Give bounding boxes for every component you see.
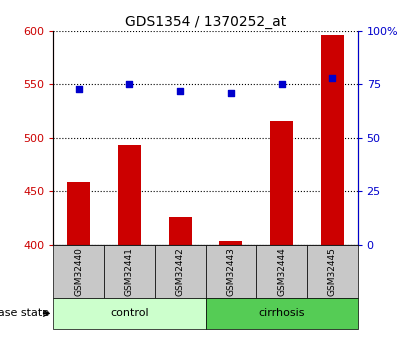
Bar (206, 298, 358, 329)
Point (177, 88, 183, 93)
Text: GSM32440: GSM32440 (74, 247, 83, 296)
Bar (321, 35, 344, 245)
Bar (53, 298, 206, 329)
Bar (169, 217, 192, 245)
Point (278, 82, 285, 87)
Point (228, 90, 234, 96)
Bar (118, 145, 141, 245)
Text: cirrhosis: cirrhosis (258, 308, 305, 318)
Bar (53, 245, 104, 298)
Bar (155, 245, 206, 298)
Point (76, 86, 82, 91)
Bar (270, 121, 293, 245)
Text: disease state: disease state (0, 308, 49, 318)
Text: GSM32445: GSM32445 (328, 247, 337, 296)
Title: GDS1354 / 1370252_at: GDS1354 / 1370252_at (125, 14, 286, 29)
Bar (104, 245, 155, 298)
Text: control: control (110, 308, 149, 318)
Text: GSM32442: GSM32442 (175, 247, 185, 296)
Point (329, 75, 335, 81)
Text: GSM32443: GSM32443 (226, 247, 236, 296)
Bar (307, 245, 358, 298)
Text: GSM32444: GSM32444 (277, 247, 286, 296)
Bar (67, 181, 90, 245)
Bar (219, 241, 242, 245)
Text: GSM32441: GSM32441 (125, 247, 134, 296)
Bar (256, 245, 307, 298)
Point (126, 82, 133, 87)
Bar (206, 245, 256, 298)
